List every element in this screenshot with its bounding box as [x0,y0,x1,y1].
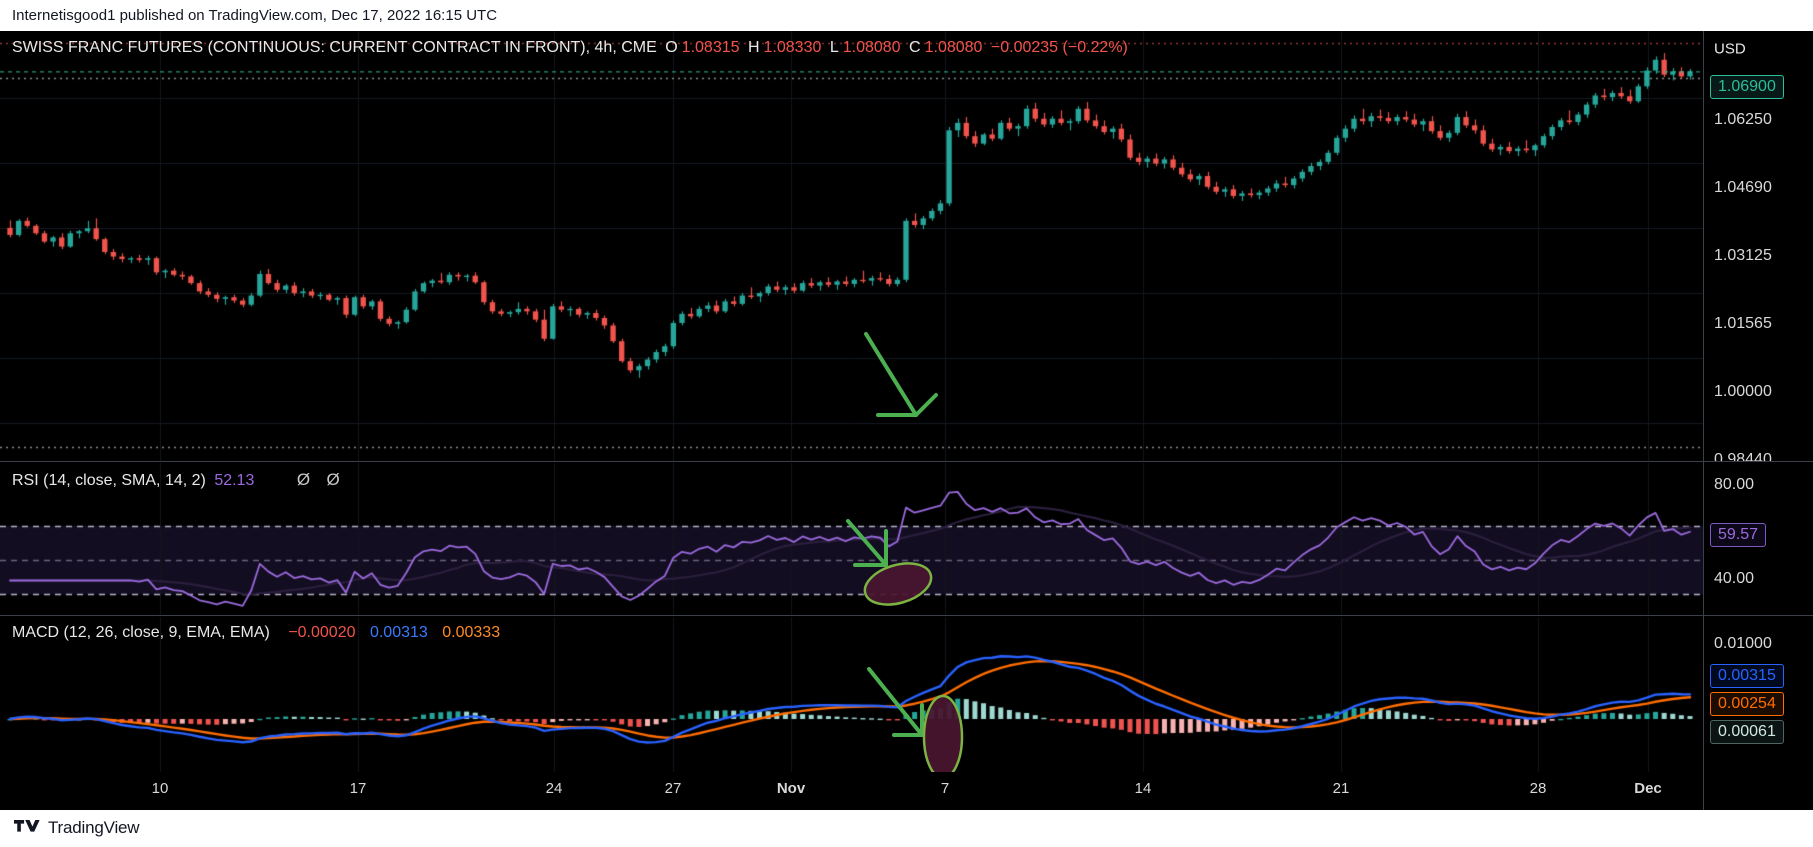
tradingview-wordmark: TradingView [48,818,140,837]
rsi-legend[interactable]: RSI (14, close, SMA, 14, 2) 52.13 Ø Ø [12,470,344,490]
macd-pane[interactable]: MACD (12, 26, close, 9, EMA, EMA) −0.000… [0,617,1813,772]
rsi-legend-value: 52.13 [214,472,255,489]
tradingview-logo-icon [14,820,40,836]
time-label-9: Dec [1634,780,1662,797]
price-axis-label-0: 1.06250 [1714,111,1772,128]
macd-legend-macd: 0.00313 [369,624,428,641]
price-legend[interactable]: SWISS FRANC FUTURES (CONTINUOUS: CURRENT… [12,39,1132,57]
price-axis-label-2: 1.03125 [1714,247,1772,264]
macd-axis-label-0: 0.01000 [1714,635,1772,652]
ohlc-h-value: 1.08330 [763,39,822,56]
time-label-8: 28 [1529,780,1547,797]
macd-legend-signal: 0.00333 [442,624,501,641]
time-label-0: 10 [151,780,169,797]
time-label-6: 14 [1134,780,1152,797]
symbol-title[interactable]: SWISS FRANC FUTURES (CONTINUOUS: CURRENT… [12,39,657,56]
macd-legend[interactable]: MACD (12, 26, close, 9, EMA, EMA) −0.000… [12,624,504,642]
rsi-axis-label-0: 80.00 [1714,476,1755,493]
rsi-axis-label-1: 40.00 [1714,570,1755,587]
time-label-7: 21 [1332,780,1350,797]
macd-value-tag: 0.00315 [1710,664,1784,688]
rsi-legend-extra-2: Ø [326,470,340,489]
rsi-value-tag: 59.57 [1710,523,1767,547]
chart-area[interactable]: SWISS FRANC FUTURES (CONTINUOUS: CURRENT… [0,31,1813,810]
macd-scale[interactable]: 0.01000 0.00315 0.00254 0.00061 [1703,617,1813,772]
price-scale-divider [1703,31,1704,810]
price-scale-unit: USD [1714,40,1746,58]
time-label-1: 17 [349,780,367,797]
attribution-text: Internetisgood1 published on TradingView… [0,0,1813,31]
macd-canvas [0,617,1703,772]
price-axis-label-4: 1.00000 [1714,383,1772,400]
ohlc-o-value: 1.08315 [681,39,740,56]
ohlc-c-key: C [909,39,921,56]
price-scale[interactable]: USD 1.06900 1.06250 1.04690 1.03125 1.01… [1703,31,1813,461]
time-label-3: 27 [664,780,682,797]
macd-legend-title[interactable]: MACD (12, 26, close, 9, EMA, EMA) [12,624,270,641]
footer: TradingView [0,810,1813,847]
ohlc-l-key: L [829,39,839,56]
rsi-legend-title[interactable]: RSI (14, close, SMA, 14, 2) [12,472,206,489]
rsi-scale[interactable]: 80.00 59.57 40.00 [1703,463,1813,615]
price-candles-canvas [0,31,1703,461]
time-label-5: 7 [940,780,950,797]
rsi-legend-extra-1: Ø [296,470,311,489]
macd-hist-tag: 0.00061 [1710,720,1784,744]
tradingview-logo[interactable]: TradingView [14,818,140,838]
macd-legend-hist: −0.00020 [288,624,356,641]
ohlc-change: −0.00235 (−0.22%) [990,39,1128,56]
ohlc-l-value: 1.08080 [842,39,901,56]
pane-divider-2[interactable] [0,615,1813,616]
rsi-pane[interactable]: RSI (14, close, SMA, 14, 2) 52.13 Ø Ø 80… [0,463,1813,615]
ohlc-o-key: O [665,39,678,56]
macd-signal-tag: 0.00254 [1710,692,1784,716]
pane-divider-1[interactable] [0,461,1813,462]
ohlc-c-value: 1.08080 [924,39,983,56]
price-axis-label-1: 1.04690 [1714,179,1772,196]
time-axis[interactable]: 10 17 24 27 Nov 7 14 21 28 Dec [0,772,1813,810]
ohlc-h-key: H [747,39,760,56]
last-price-tag: 1.06900 [1710,75,1784,99]
price-axis-label-3: 1.01565 [1714,315,1772,332]
price-pane[interactable]: SWISS FRANC FUTURES (CONTINUOUS: CURRENT… [0,31,1813,461]
time-label-2: 24 [545,780,563,797]
time-label-4: Nov [776,780,806,797]
price-axis-label-5: 0.98440 [1714,451,1772,461]
